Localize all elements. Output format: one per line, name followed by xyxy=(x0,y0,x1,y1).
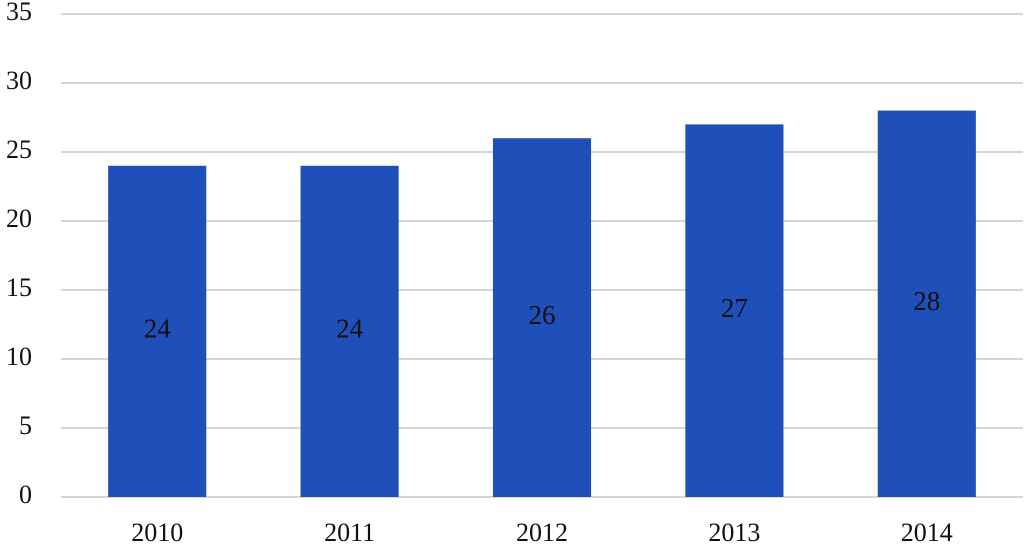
x-tick-label: 2013 xyxy=(708,518,760,547)
value-label: 24 xyxy=(144,314,172,344)
y-tick-label: 35 xyxy=(6,0,32,26)
value-label: 26 xyxy=(529,300,556,330)
y-tick-label: 20 xyxy=(6,204,32,233)
value-label: 24 xyxy=(336,314,364,344)
x-tick-label: 2014 xyxy=(901,518,953,547)
bar xyxy=(300,165,399,498)
value-label: 28 xyxy=(913,286,940,316)
y-tick-label: 25 xyxy=(6,135,32,164)
x-tick-label: 2011 xyxy=(324,518,375,547)
x-tick-label: 2010 xyxy=(131,518,183,547)
bar xyxy=(877,110,976,497)
x-tick-label: 2012 xyxy=(516,518,568,547)
value-label: 27 xyxy=(721,293,748,323)
y-tick-label: 10 xyxy=(6,342,32,371)
bar xyxy=(685,124,784,498)
y-tick-label: 30 xyxy=(6,66,32,95)
y-tick-label: 15 xyxy=(6,273,32,302)
bar xyxy=(108,165,207,498)
y-tick-label: 0 xyxy=(19,480,32,509)
bar xyxy=(492,138,592,497)
y-tick-label: 5 xyxy=(19,411,32,440)
